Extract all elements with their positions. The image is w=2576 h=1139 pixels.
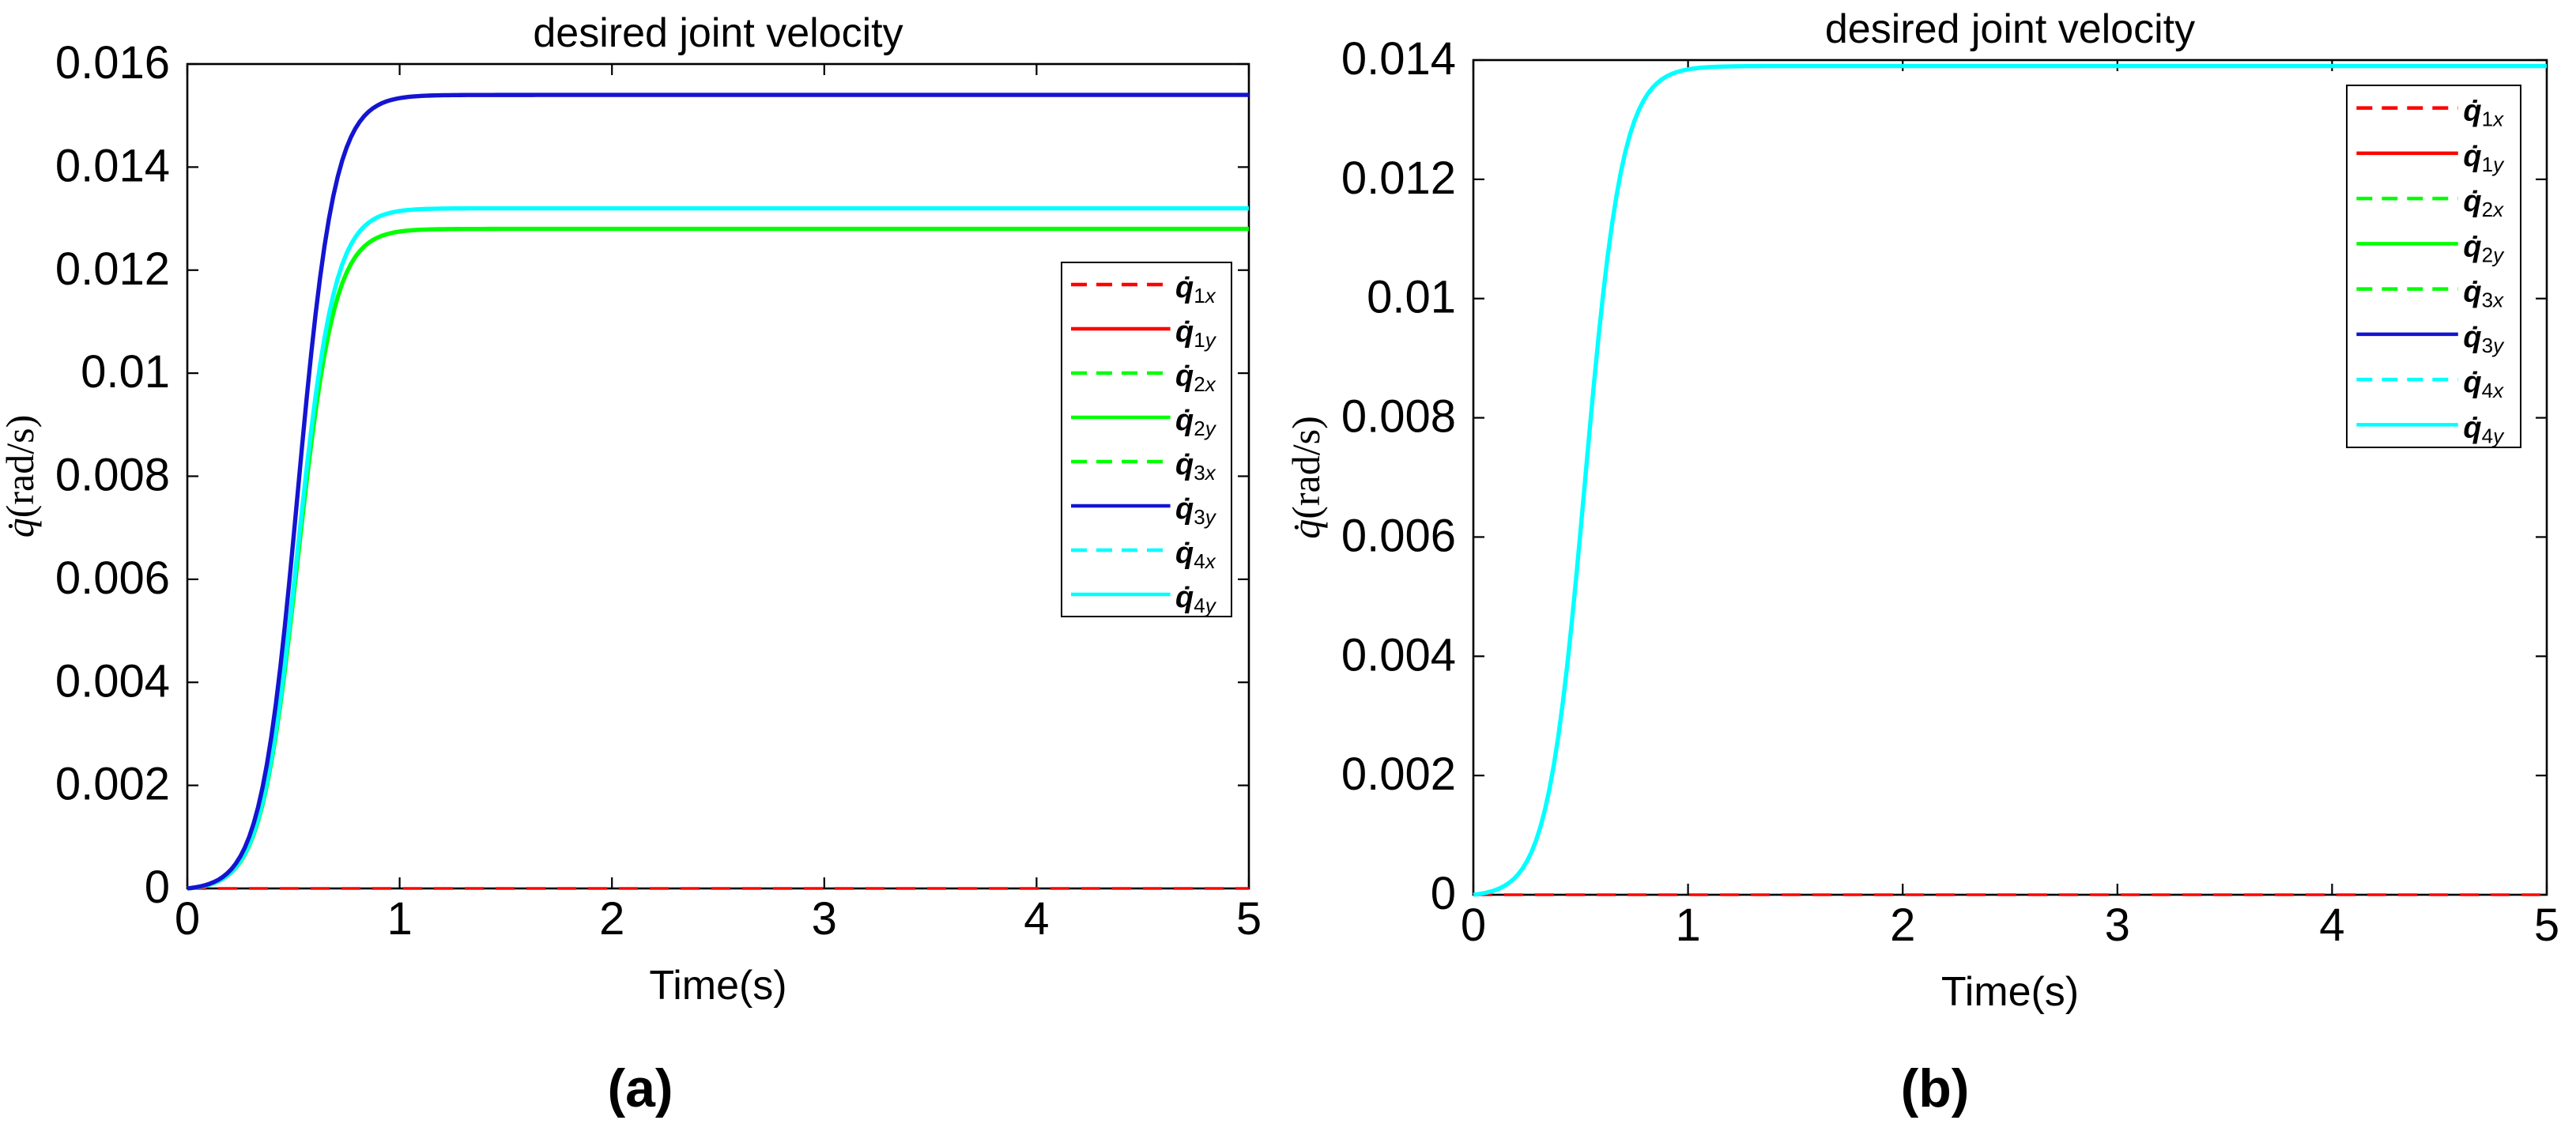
svg-text:0.008: 0.008 (1341, 391, 1456, 443)
svg-text:q̇(rad/s): q̇(rad/s) (0, 415, 42, 538)
svg-text:4: 4 (2319, 900, 2344, 951)
svg-text:0.002: 0.002 (1341, 749, 1456, 800)
svg-text:3: 3 (2105, 900, 2130, 951)
svg-text:0.014: 0.014 (55, 140, 170, 191)
svg-text:5: 5 (2534, 900, 2559, 951)
svg-text:0.008: 0.008 (55, 450, 170, 501)
svg-text:0.012: 0.012 (1341, 153, 1456, 204)
svg-text:4: 4 (1024, 893, 1049, 945)
svg-text:0: 0 (1431, 868, 1456, 919)
svg-text:0: 0 (175, 893, 200, 945)
svg-text:desired joint velocity: desired joint velocity (1825, 6, 2195, 52)
svg-text:(a): (a) (607, 1058, 673, 1118)
svg-text:(b): (b) (1901, 1058, 1970, 1118)
svg-text:0.012: 0.012 (55, 243, 170, 295)
svg-text:1: 1 (387, 893, 412, 945)
svg-text:0.016: 0.016 (55, 37, 170, 89)
svg-text:desired joint velocity: desired joint velocity (533, 10, 903, 56)
svg-text:3: 3 (812, 893, 837, 945)
svg-text:0: 0 (1461, 900, 1486, 951)
svg-text:1: 1 (1675, 900, 1700, 951)
svg-text:0: 0 (145, 862, 170, 913)
svg-text:0.01: 0.01 (1367, 272, 1456, 323)
svg-text:2: 2 (599, 893, 624, 945)
svg-text:q̇(rad/s): q̇(rad/s) (1284, 416, 1328, 539)
svg-text:Time(s): Time(s) (1941, 969, 2079, 1015)
svg-text:0.002: 0.002 (55, 759, 170, 810)
svg-text:0.004: 0.004 (1341, 629, 1456, 681)
svg-text:2: 2 (1890, 900, 1915, 951)
svg-text:0.014: 0.014 (1341, 33, 1456, 85)
svg-text:0.01: 0.01 (81, 346, 170, 398)
svg-text:0.006: 0.006 (1341, 510, 1456, 561)
svg-text:0.006: 0.006 (55, 553, 170, 604)
svg-text:5: 5 (1236, 893, 1262, 945)
svg-text:0.004: 0.004 (55, 655, 170, 707)
svg-text:Time(s): Time(s) (649, 963, 786, 1009)
